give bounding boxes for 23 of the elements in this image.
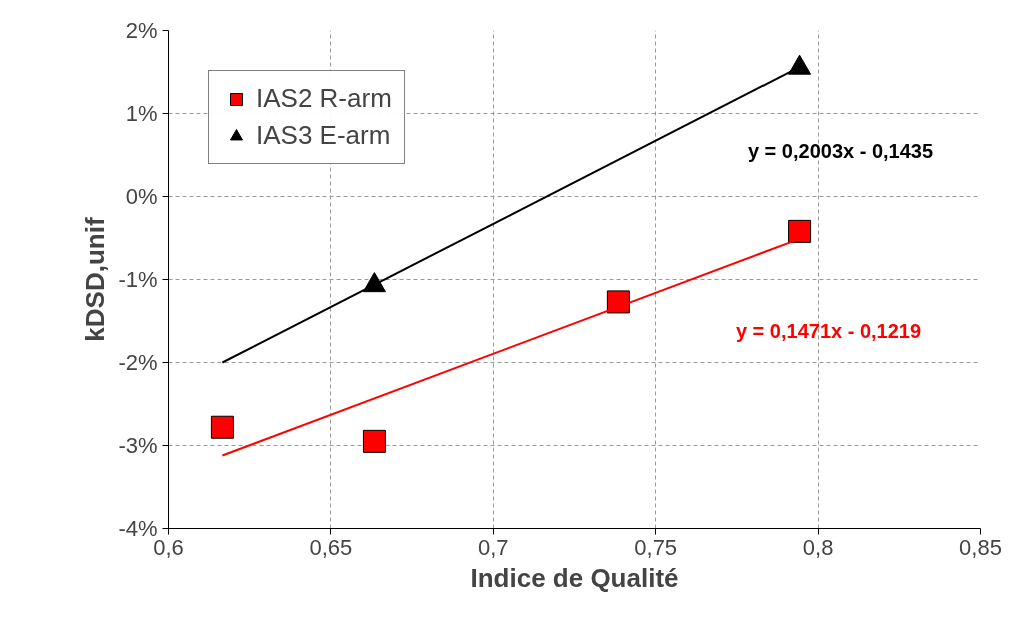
annotation: y = 0,2003x - 0,1435 [747, 139, 934, 162]
x-tick-label: 0,85 [959, 534, 1002, 560]
x-tick-label: 0,8 [802, 534, 834, 560]
point [210, 415, 234, 439]
legend-label: IAS2 R-arm [256, 83, 392, 114]
y-tick-label: -1% [118, 267, 158, 292]
y-tick-label: -2% [118, 350, 158, 375]
legend-label: IAS3 E-arm [256, 120, 391, 151]
point [788, 219, 812, 243]
x-axis-title: Indice de Qualité [470, 562, 679, 593]
y-tick-label: 1% [125, 101, 158, 126]
point [788, 54, 812, 75]
y-tick-label: 0% [125, 184, 158, 209]
y-tick-label: -3% [118, 433, 158, 458]
point [606, 290, 630, 314]
y-axis-title: kDSD,unif [80, 217, 111, 342]
x-tick-label: 0,7 [478, 534, 509, 560]
point [362, 429, 386, 453]
y-tick-label: 2% [125, 18, 158, 43]
x-tick-label: 0,75 [634, 534, 678, 560]
x-tick-label: 0,65 [309, 534, 353, 560]
annotation: y = 0,1471x - 0,1219 [735, 319, 922, 342]
y-tick-label: -4% [118, 516, 158, 541]
